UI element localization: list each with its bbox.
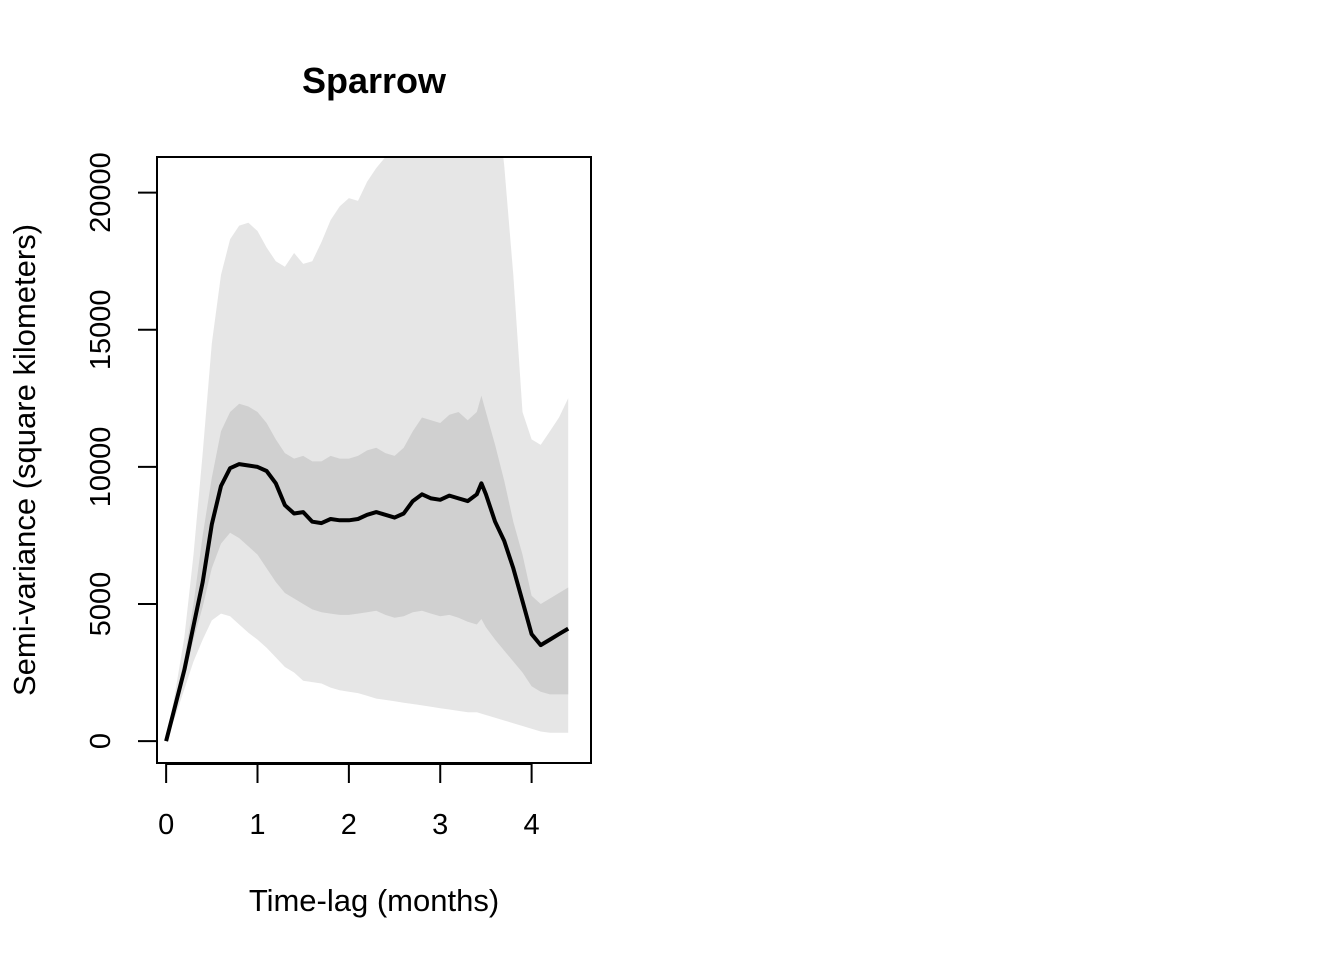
y-axis: 0 5000 10000 15000 20000: [85, 152, 158, 749]
x-tick-label: 2: [341, 809, 357, 841]
x-tick-label: 1: [249, 809, 265, 841]
confidence-bands: [166, 157, 569, 742]
semivariance-line: [164, 462, 570, 742]
chart-title: Sparrow: [302, 60, 447, 101]
y-tick-label: 15000: [85, 289, 117, 370]
y-tick-label: 20000: [85, 152, 117, 233]
series-layer: [164, 462, 570, 742]
inner-confidence-band: [166, 395, 569, 742]
x-axis: 0 1 2 3 4: [158, 763, 540, 841]
y-axis-label: Semi-variance (square kilometers): [7, 224, 42, 696]
x-tick-label: 3: [432, 809, 448, 841]
x-tick-label: 0: [158, 809, 174, 841]
x-axis-label: Time-lag (months): [249, 883, 499, 918]
x-tick-label: 4: [524, 809, 540, 841]
y-tick-label: 5000: [85, 572, 117, 637]
y-tick-label: 0: [85, 733, 117, 749]
y-tick-label: 10000: [85, 427, 117, 508]
